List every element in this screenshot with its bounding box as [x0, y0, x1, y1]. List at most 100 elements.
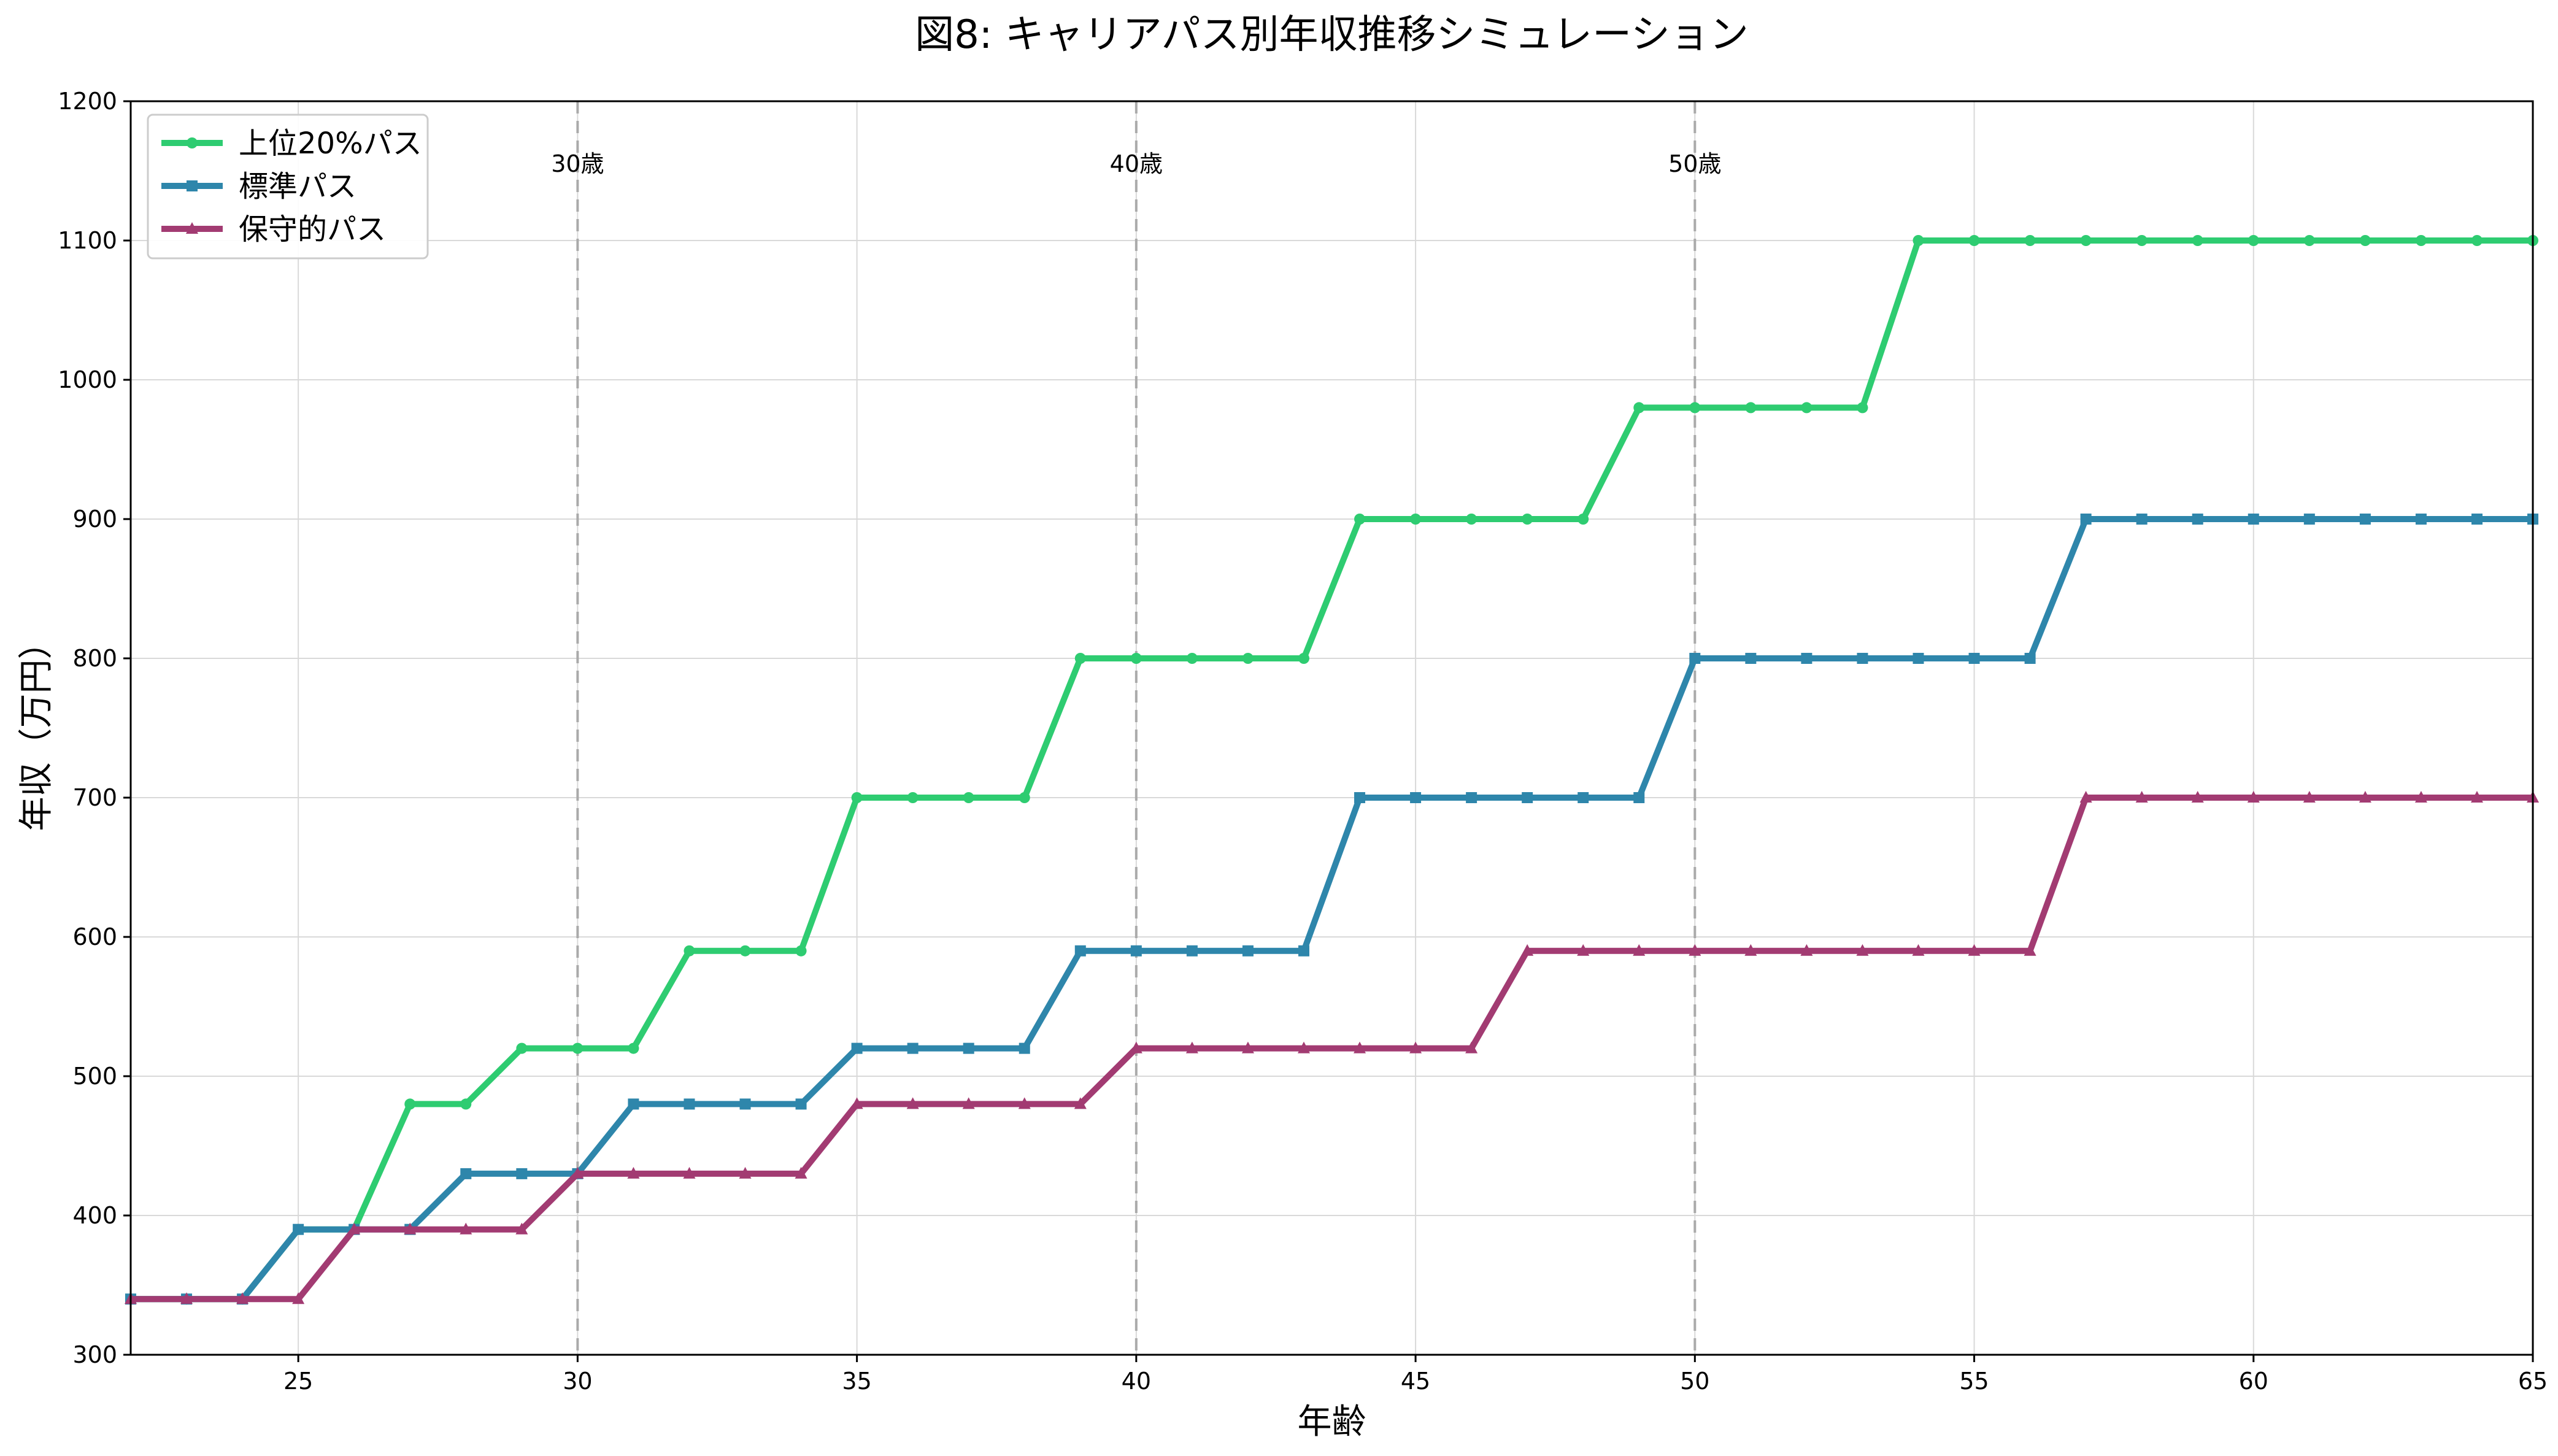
- data-point: [2359, 235, 2371, 246]
- data-point: [2192, 514, 2203, 525]
- age-annotation: 30歳: [551, 150, 604, 177]
- data-point: [628, 1098, 639, 1110]
- data-point: [2248, 235, 2259, 246]
- legend-label: 保守的パス: [239, 212, 386, 247]
- data-point: [1130, 653, 1142, 664]
- data-point: [1298, 653, 1309, 664]
- data-point: [1912, 944, 1925, 956]
- legend-item: 標準パス: [161, 169, 356, 204]
- data-point: [1019, 1042, 1030, 1054]
- data-point: [460, 1222, 472, 1235]
- data-point: [1522, 514, 1533, 525]
- data-point: [236, 1292, 249, 1304]
- data-point: [1074, 653, 1086, 664]
- data-point: [1466, 514, 1477, 525]
- y-tick-label: 400: [72, 1202, 117, 1229]
- data-point: [1186, 653, 1198, 664]
- data-point: [404, 1222, 417, 1235]
- data-point: [1968, 653, 1980, 664]
- data-point: [2080, 235, 2092, 246]
- data-point: [2303, 235, 2315, 246]
- data-point: [2470, 791, 2483, 803]
- data-point: [684, 1098, 695, 1110]
- x-tick-label: 25: [283, 1368, 313, 1395]
- data-point: [795, 1166, 807, 1179]
- data-point: [2191, 791, 2204, 803]
- data-point: [572, 1042, 584, 1054]
- data-point: [1800, 944, 1813, 956]
- x-tick-label: 45: [1401, 1368, 1430, 1395]
- data-point: [627, 1166, 640, 1179]
- data-point: [906, 1097, 919, 1109]
- data-point: [851, 1042, 863, 1054]
- data-point: [1354, 1041, 1366, 1053]
- data-point: [1242, 653, 1254, 664]
- y-tick-label: 600: [72, 923, 117, 950]
- data-point: [293, 1223, 304, 1235]
- data-point: [684, 945, 695, 957]
- y-tick-label: 500: [72, 1063, 117, 1090]
- annotations-layer: 30歳 40歳 50歳: [551, 150, 1721, 177]
- x-tick-label: 50: [1680, 1368, 1709, 1395]
- data-point: [1241, 1041, 1254, 1053]
- data-point: [850, 1097, 863, 1109]
- series-line: [131, 237, 2533, 1303]
- data-point: [1130, 945, 1142, 957]
- data-point: [1410, 792, 1422, 803]
- age-annotation: 50歳: [1668, 150, 1721, 177]
- data-point: [516, 1042, 528, 1054]
- data-point: [1354, 514, 1366, 525]
- data-point: [1465, 1041, 1478, 1053]
- axes-frame: [129, 100, 2534, 1356]
- data-point: [1745, 653, 1757, 664]
- data-point: [683, 1166, 696, 1179]
- data-point: [1019, 792, 1030, 803]
- data-point: [907, 792, 919, 803]
- reference-lines-layer: [576, 101, 1697, 1355]
- data-point: [2248, 514, 2259, 525]
- data-point: [2471, 514, 2483, 525]
- data-point: [460, 1168, 472, 1179]
- legend-box: [147, 114, 429, 260]
- legend-item: 上位20%パス: [161, 126, 422, 161]
- data-point: [2024, 944, 2036, 956]
- data-point: [1857, 402, 1868, 414]
- data-point: [2303, 791, 2316, 803]
- data-point: [2303, 514, 2315, 525]
- y-tick-label: 900: [72, 506, 117, 533]
- data-point: [1913, 235, 1924, 246]
- data-point: [460, 1098, 472, 1110]
- data-point: [2135, 791, 2148, 803]
- data-point: [1968, 235, 1980, 246]
- y-tick-label: 1000: [58, 366, 117, 393]
- data-point: [1856, 944, 1869, 956]
- data-point: [1074, 945, 1086, 957]
- x-tick-label: 65: [2518, 1368, 2548, 1395]
- x-tick-label: 55: [1959, 1368, 1989, 1395]
- data-point: [1744, 944, 1757, 956]
- data-point: [2136, 514, 2148, 525]
- data-point: [1801, 402, 1813, 414]
- data-point: [2079, 791, 2092, 803]
- legend-item: 保守的パス: [161, 212, 386, 247]
- x-axis-label: 年齢: [1298, 1402, 1366, 1442]
- data-point: [180, 1292, 193, 1304]
- chart-title: 図8: キャリアパス別年収推移シミュレーション: [915, 12, 1749, 58]
- data-point: [515, 1222, 528, 1235]
- data-point: [348, 1222, 361, 1235]
- data-point: [1801, 653, 1813, 664]
- y-axis-label: 年収（万円）: [17, 625, 56, 831]
- legend-label: 標準パス: [239, 169, 356, 204]
- data-point: [2080, 514, 2092, 525]
- data-point: [1466, 792, 1477, 803]
- x-tick-label: 40: [1122, 1368, 1151, 1395]
- data-point: [1857, 653, 1868, 664]
- data-point: [2359, 514, 2371, 525]
- data-point: [516, 1168, 528, 1179]
- data-point: [1633, 402, 1645, 414]
- data-point: [1297, 1041, 1310, 1053]
- data-point: [1689, 402, 1701, 414]
- y-tick-label: 700: [72, 784, 117, 811]
